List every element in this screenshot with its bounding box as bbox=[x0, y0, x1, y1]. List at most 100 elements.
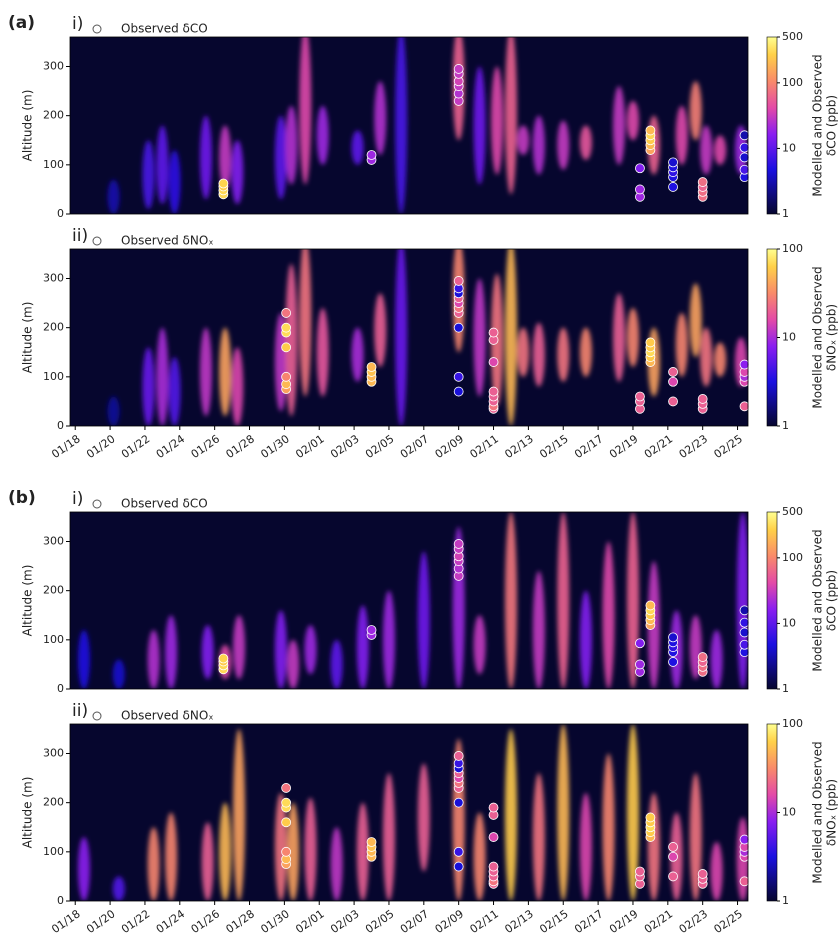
y-tick-label: 0 bbox=[57, 894, 64, 907]
observation bbox=[488, 832, 499, 842]
model-field bbox=[107, 249, 748, 426]
observation bbox=[668, 842, 678, 852]
y-tick-label: 100 bbox=[43, 633, 64, 646]
observation bbox=[697, 177, 708, 187]
model-plume bbox=[417, 551, 430, 689]
panel-label: (b) bbox=[8, 488, 36, 508]
observation bbox=[281, 322, 292, 333]
observation bbox=[218, 653, 229, 664]
model-plume bbox=[356, 605, 369, 689]
colorbar bbox=[766, 36, 778, 215]
x-tick-label: 02/25 bbox=[712, 432, 745, 461]
x-tick-label: 01/26 bbox=[189, 432, 222, 461]
observation bbox=[739, 639, 750, 650]
x-tick-label: 02/03 bbox=[328, 432, 361, 461]
observation bbox=[697, 394, 708, 404]
observation bbox=[635, 866, 645, 877]
x-tick-label: 01/24 bbox=[154, 907, 187, 936]
observation bbox=[739, 142, 750, 153]
x-tick-label: 02/11 bbox=[468, 907, 501, 936]
x-tick-label: 01/28 bbox=[224, 907, 257, 936]
model-plume bbox=[395, 249, 408, 426]
observation bbox=[366, 150, 377, 160]
observation bbox=[635, 163, 645, 174]
model-plume bbox=[602, 541, 615, 689]
model-plume bbox=[156, 125, 169, 205]
x-tick-label: 02/13 bbox=[502, 907, 535, 936]
model-plume bbox=[557, 120, 570, 170]
model-plume bbox=[142, 140, 155, 210]
model-plume bbox=[517, 327, 530, 377]
colorbar-label: δCO (ppb) bbox=[825, 570, 839, 631]
model-plume bbox=[168, 150, 181, 214]
observation bbox=[739, 834, 750, 845]
model-plume bbox=[231, 140, 244, 205]
observation bbox=[645, 600, 656, 611]
x-tick-label: 01/20 bbox=[84, 907, 117, 936]
model-plume bbox=[700, 125, 713, 175]
colorbar-tick-label: 1 bbox=[782, 894, 789, 907]
colorbar-label: Modelled and Observed bbox=[811, 54, 825, 196]
model-plume bbox=[626, 724, 639, 901]
x-tick-label: 02/07 bbox=[398, 907, 431, 936]
observation bbox=[281, 342, 292, 353]
y-tick-label: 200 bbox=[43, 584, 64, 597]
colorbar-tick-label: 100 bbox=[782, 551, 803, 564]
model-plume bbox=[374, 293, 387, 367]
model-plume bbox=[374, 81, 387, 155]
x-tick-label: 02/09 bbox=[433, 907, 466, 936]
plot-frame bbox=[69, 511, 749, 690]
observation bbox=[668, 851, 678, 862]
observation bbox=[668, 376, 678, 387]
model-plume bbox=[675, 312, 688, 377]
observation bbox=[645, 812, 656, 823]
legend-marker bbox=[92, 236, 102, 246]
x-tick-label: 02/09 bbox=[433, 432, 466, 461]
observation bbox=[697, 652, 708, 662]
model-plume bbox=[219, 802, 232, 901]
colorbar bbox=[766, 511, 778, 690]
observation bbox=[218, 178, 229, 189]
colorbar-label: δNOₓ (ppb) bbox=[825, 779, 839, 846]
x-tick-label: 02/01 bbox=[293, 432, 326, 461]
colorbar-tick-label: 10 bbox=[782, 806, 796, 819]
observation bbox=[739, 627, 750, 638]
x-tick-label: 02/19 bbox=[607, 432, 640, 461]
y-tick-label: 300 bbox=[43, 272, 64, 285]
model-field bbox=[77, 724, 748, 901]
model-plume bbox=[165, 812, 178, 901]
observation bbox=[453, 797, 464, 808]
colorbar-tick-label: 100 bbox=[782, 76, 803, 89]
colorbar-tick-label: 10 bbox=[782, 141, 796, 154]
x-tick-label: 01/18 bbox=[49, 432, 82, 461]
observation bbox=[668, 396, 678, 407]
model-plume bbox=[351, 327, 364, 382]
y-tick-label: 100 bbox=[43, 370, 64, 383]
observation bbox=[739, 164, 750, 175]
model-plume bbox=[168, 357, 181, 426]
model-plume bbox=[219, 125, 232, 190]
model-plume bbox=[532, 773, 545, 901]
colorbar-label: δNOₓ (ppb) bbox=[825, 304, 839, 371]
observation bbox=[668, 157, 678, 168]
colorbar-label: Modelled and Observed bbox=[811, 266, 825, 408]
observation bbox=[453, 276, 464, 286]
observation bbox=[453, 371, 464, 382]
model-plume bbox=[504, 512, 517, 689]
legend-marker bbox=[92, 24, 102, 34]
model-plume bbox=[287, 639, 300, 689]
observation bbox=[668, 871, 678, 882]
model-plume bbox=[473, 812, 486, 901]
x-tick-label: 02/17 bbox=[572, 432, 605, 461]
model-plume bbox=[231, 347, 244, 426]
y-tick-label: 0 bbox=[57, 207, 64, 220]
model-plume bbox=[557, 512, 570, 689]
observation bbox=[453, 751, 464, 761]
model-plume bbox=[356, 802, 369, 901]
model-plume bbox=[299, 37, 312, 185]
observation bbox=[366, 362, 377, 372]
model-plume bbox=[142, 347, 155, 426]
observation bbox=[281, 846, 292, 857]
colorbar-label: Modelled and Observed bbox=[811, 741, 825, 883]
model-plume bbox=[287, 802, 300, 901]
